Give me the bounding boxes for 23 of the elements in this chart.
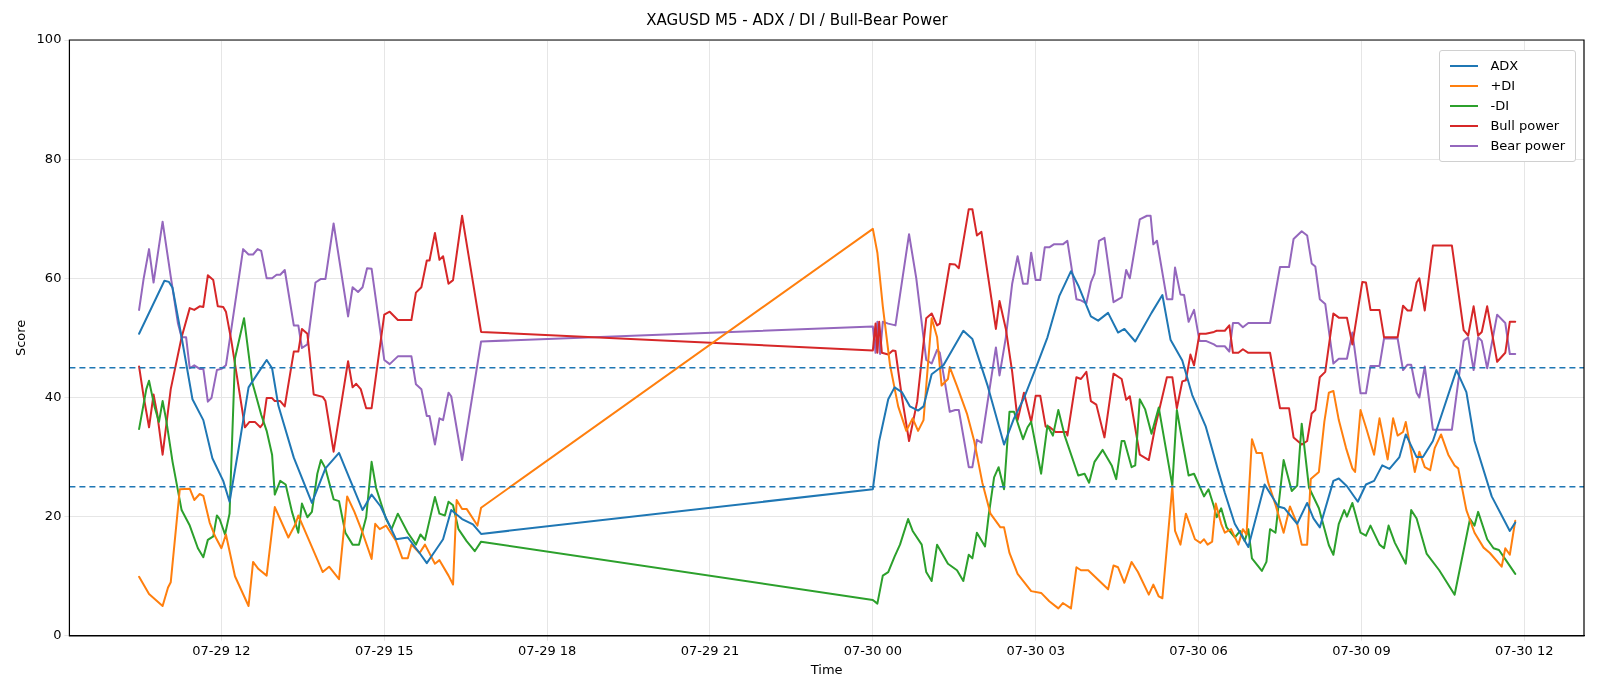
legend-label: +DI: [1490, 77, 1516, 95]
x-tick-label: 07-29 12: [192, 642, 251, 658]
y-tick-label: 100: [36, 31, 62, 47]
legend-label: Bear power: [1490, 137, 1565, 155]
y-tick-label: 40: [44, 388, 62, 404]
y-tick-label: 80: [44, 150, 62, 166]
chart-title: XAGUSD M5 - ADX / DI / Bull-Bear Power: [646, 10, 949, 29]
x-tick-label: 07-30 09: [1332, 642, 1391, 658]
x-tick-label: 07-30 06: [1169, 642, 1228, 658]
y-tick-label: 20: [44, 508, 62, 524]
x-axis-title: Time: [809, 661, 843, 677]
legend-label: -DI: [1490, 97, 1509, 115]
y-tick-label: 60: [44, 269, 62, 285]
x-tick-label: 07-29 18: [517, 642, 577, 658]
y-tick-label: 0: [53, 627, 62, 643]
x-tick-label: 07-30 03: [1006, 642, 1065, 658]
x-tick-label: 07-29 21: [680, 642, 740, 658]
y-axis-title: Score: [13, 319, 29, 357]
x-tick-label: 07-30 12: [1495, 642, 1554, 658]
x-tick-label: 07-30 00: [843, 642, 903, 658]
legend-label: ADX: [1490, 57, 1519, 75]
x-tick-label: 07-29 15: [355, 642, 414, 658]
legend-label: Bull power: [1490, 117, 1560, 135]
